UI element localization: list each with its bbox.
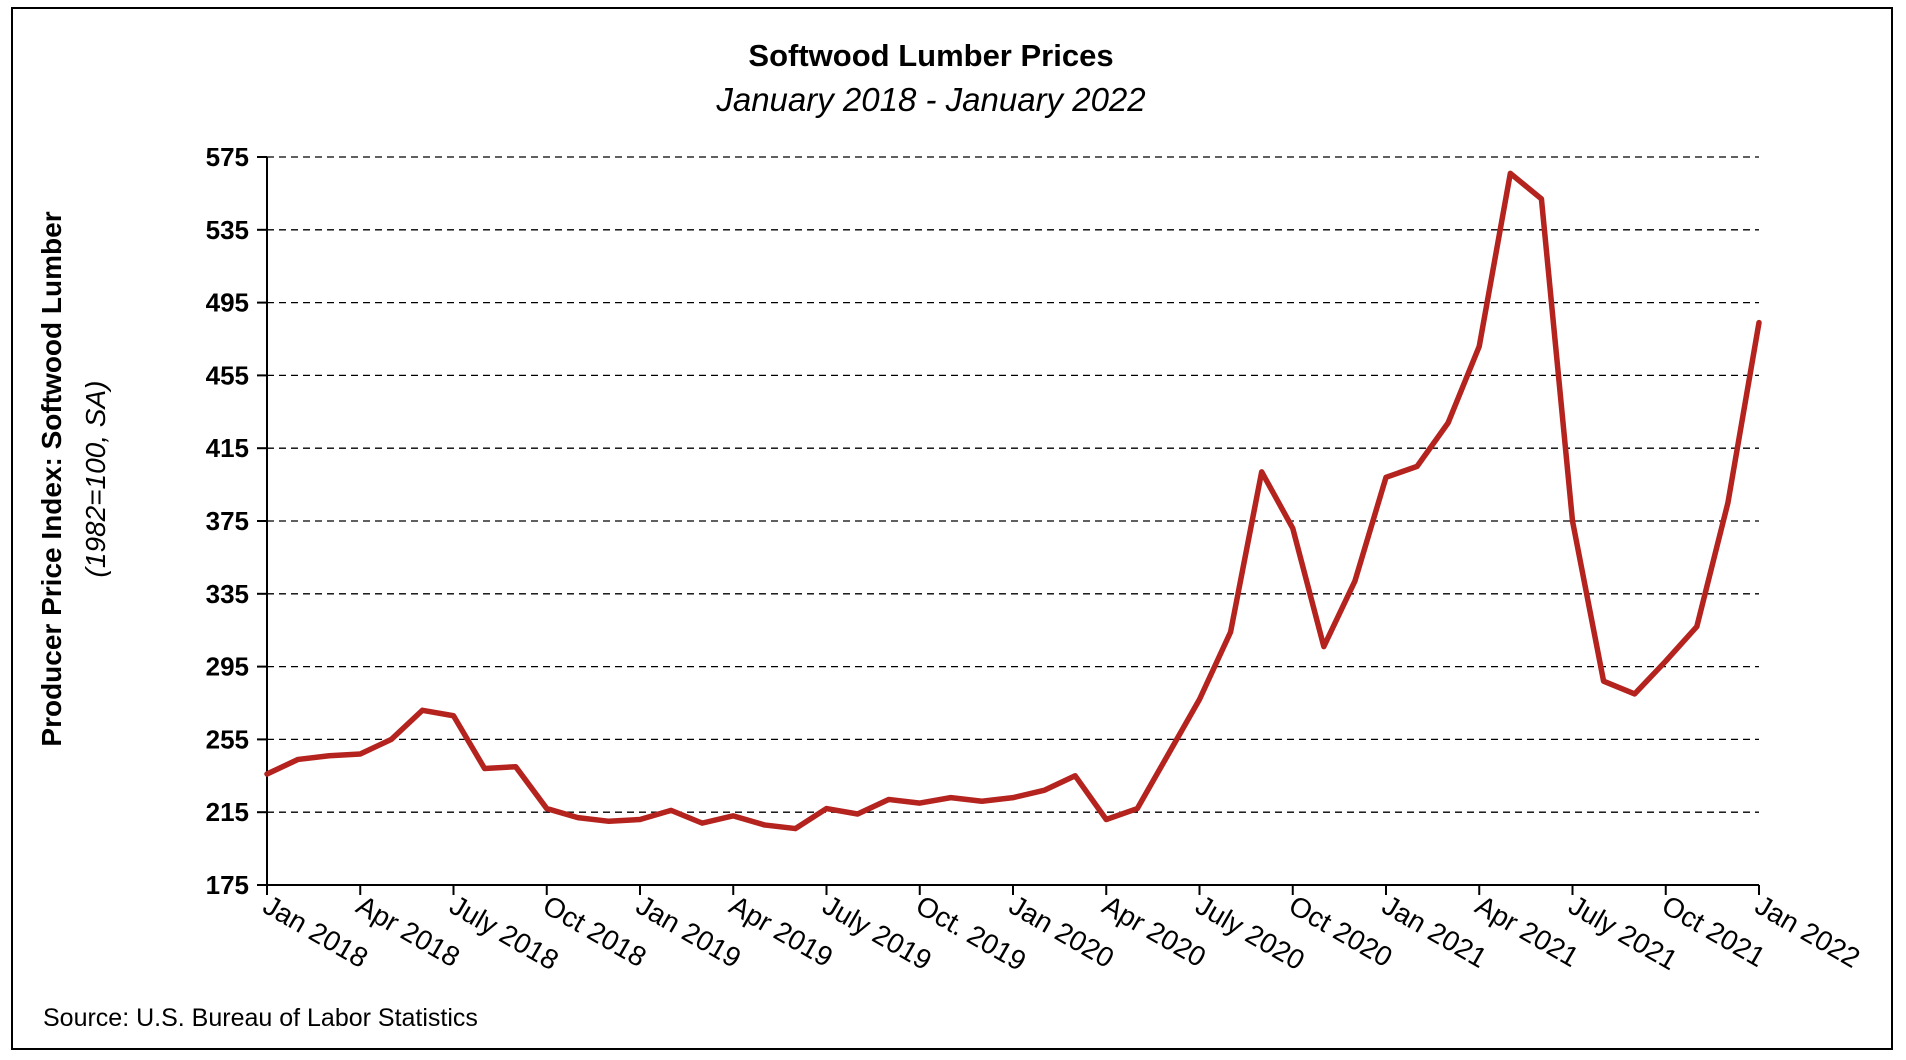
y-tick-label: 295 <box>206 652 249 682</box>
series-layer <box>267 173 1759 828</box>
chart-canvas: Softwood Lumber Prices January 2018 - Ja… <box>13 9 1895 1052</box>
x-tick-label: Apr 2020 <box>1097 889 1211 973</box>
y-tick-label: 495 <box>206 288 249 318</box>
y-tick-label: 175 <box>206 870 249 900</box>
x-tick-label: Jan 2022 <box>1750 889 1865 973</box>
y-tick-labels: 175 215 255 295 335 375 415 455 495 535 575 <box>206 142 249 900</box>
y-axis-label: Producer Price Index: Softwood Lumber <box>36 211 67 746</box>
x-tick-label: Jan 2019 <box>631 889 746 973</box>
y-tick-label: 415 <box>206 433 249 463</box>
source-note: Source: U.S. Bureau of Labor Statistics <box>43 1004 478 1032</box>
y-tick-label: 335 <box>206 579 249 609</box>
chart-title: Softwood Lumber Prices <box>748 38 1113 73</box>
gridlines <box>267 157 1759 812</box>
y-tick-label: 215 <box>206 797 249 827</box>
chart-subtitle: January 2018 - January 2022 <box>715 81 1145 118</box>
chart-frame: Softwood Lumber Prices January 2018 - Ja… <box>11 7 1893 1050</box>
x-tick-label: Apr 2021 <box>1470 889 1584 973</box>
y-axis-sublabel: (1982=100, SA) <box>80 381 111 578</box>
x-tick-label: Apr 2019 <box>724 889 838 973</box>
y-tick-label: 455 <box>206 360 249 390</box>
y-tick-label: 575 <box>206 142 249 172</box>
y-tick-label: 375 <box>206 506 249 536</box>
y-tick-label: 535 <box>206 215 249 245</box>
x-tick-label: Apr 2018 <box>351 889 465 973</box>
axes <box>257 157 1759 895</box>
y-tick-label: 255 <box>206 724 249 754</box>
x-tick-label: Jan 2021 <box>1377 889 1492 973</box>
series-line <box>267 173 1759 828</box>
x-tick-label: Jan 2018 <box>258 889 373 973</box>
